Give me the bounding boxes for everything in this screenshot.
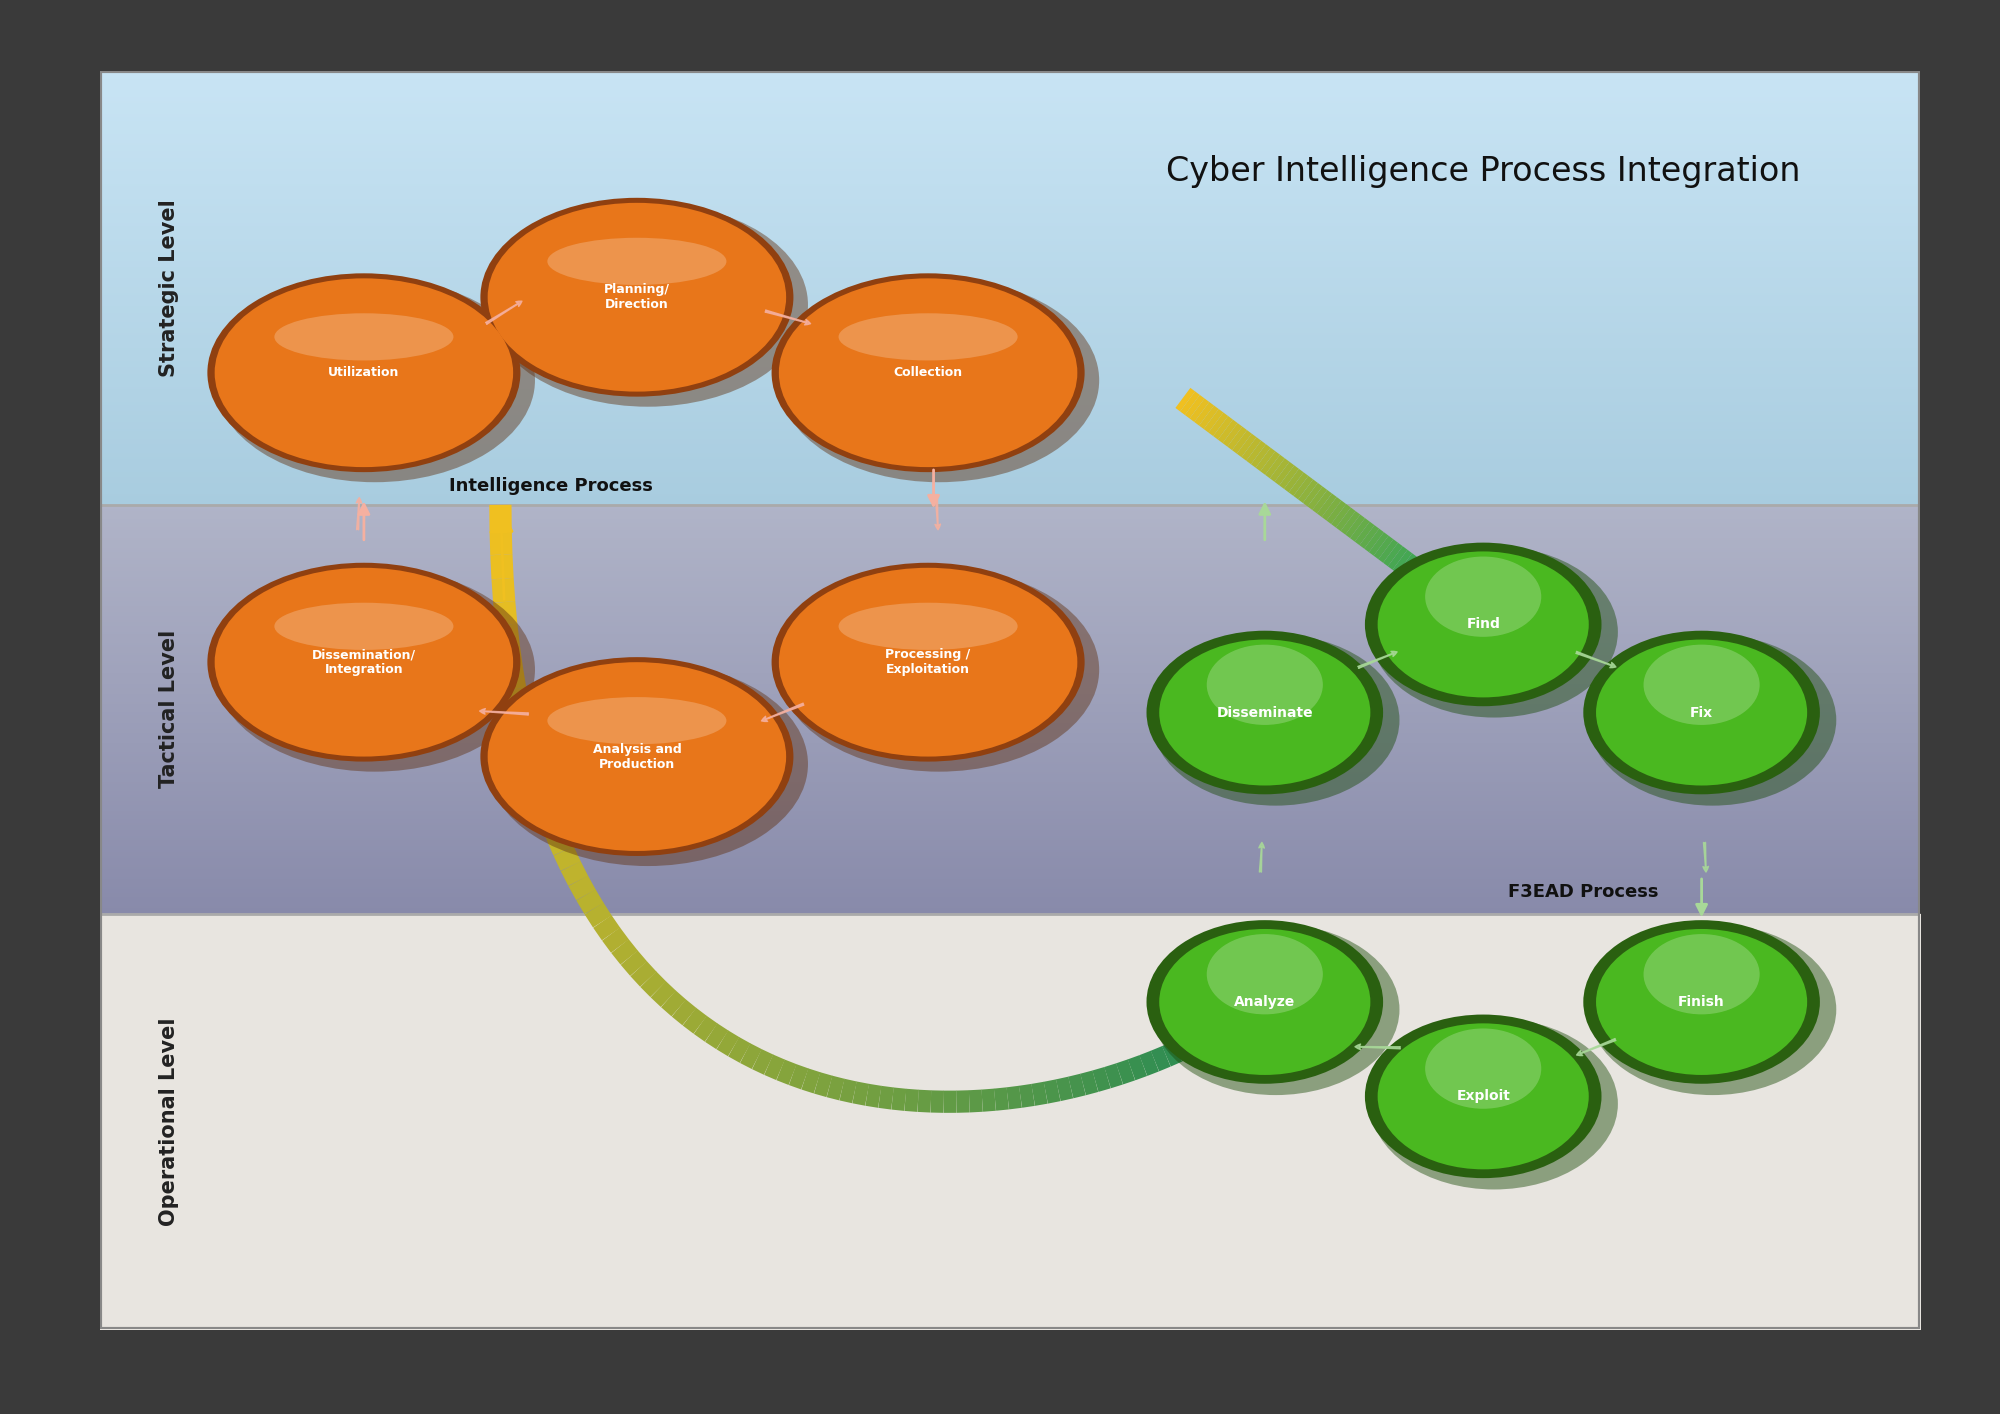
Ellipse shape xyxy=(480,658,794,855)
Circle shape xyxy=(1206,935,1322,1014)
Ellipse shape xyxy=(778,568,1078,756)
Circle shape xyxy=(1160,929,1370,1075)
Text: Exploit: Exploit xyxy=(1456,1089,1510,1103)
Circle shape xyxy=(1370,1018,1618,1189)
Circle shape xyxy=(1584,921,1820,1083)
Circle shape xyxy=(1378,551,1588,697)
Text: Utilization: Utilization xyxy=(328,366,400,379)
Ellipse shape xyxy=(838,602,1018,650)
Ellipse shape xyxy=(772,563,1084,762)
Ellipse shape xyxy=(488,202,808,407)
Circle shape xyxy=(1146,921,1384,1083)
Ellipse shape xyxy=(274,602,454,650)
Circle shape xyxy=(1364,543,1602,706)
Circle shape xyxy=(1160,639,1370,786)
Text: Dissemination/
Integration: Dissemination/ Integration xyxy=(312,648,416,676)
Ellipse shape xyxy=(214,279,534,482)
Text: Strategic Level: Strategic Level xyxy=(160,199,180,376)
Ellipse shape xyxy=(838,314,1018,361)
Text: F3EAD Process: F3EAD Process xyxy=(1508,884,1658,901)
Ellipse shape xyxy=(208,273,520,472)
Ellipse shape xyxy=(488,662,786,851)
Circle shape xyxy=(1426,1028,1542,1109)
Text: Processing /
Exploitation: Processing / Exploitation xyxy=(886,648,970,676)
Text: Fix: Fix xyxy=(1690,706,1714,720)
Circle shape xyxy=(1378,1024,1588,1169)
Ellipse shape xyxy=(778,279,1100,482)
Ellipse shape xyxy=(772,273,1084,472)
Ellipse shape xyxy=(778,279,1078,467)
Circle shape xyxy=(1206,645,1322,725)
Circle shape xyxy=(1364,1015,1602,1178)
Text: Cyber Intelligence Process Integration: Cyber Intelligence Process Integration xyxy=(1166,156,1800,188)
Circle shape xyxy=(1370,546,1618,717)
Text: Tactical Level: Tactical Level xyxy=(160,631,180,789)
Circle shape xyxy=(1644,645,1760,725)
Circle shape xyxy=(1644,935,1760,1014)
Text: Analyze: Analyze xyxy=(1234,995,1296,1010)
Text: Analysis and
Production: Analysis and Production xyxy=(592,742,682,771)
Circle shape xyxy=(1588,923,1836,1094)
Circle shape xyxy=(1596,929,1808,1075)
Ellipse shape xyxy=(778,568,1100,772)
Text: Find: Find xyxy=(1466,618,1500,632)
Text: Planning/
Direction: Planning/ Direction xyxy=(604,283,670,311)
Text: Intelligence Process: Intelligence Process xyxy=(450,477,654,495)
Circle shape xyxy=(1588,635,1836,806)
Ellipse shape xyxy=(214,568,514,756)
Ellipse shape xyxy=(214,568,534,772)
Ellipse shape xyxy=(548,238,726,286)
Ellipse shape xyxy=(488,662,808,865)
Ellipse shape xyxy=(214,279,514,467)
Ellipse shape xyxy=(548,697,726,744)
Circle shape xyxy=(1596,639,1808,786)
Text: Finish: Finish xyxy=(1678,995,1724,1010)
Text: Collection: Collection xyxy=(894,366,962,379)
Ellipse shape xyxy=(480,198,794,397)
Circle shape xyxy=(1146,631,1384,795)
Ellipse shape xyxy=(488,202,786,392)
Circle shape xyxy=(1584,631,1820,795)
Text: Disseminate: Disseminate xyxy=(1216,706,1314,720)
Ellipse shape xyxy=(208,563,520,762)
Circle shape xyxy=(1426,557,1542,636)
Text: Operational Level: Operational Level xyxy=(160,1017,180,1226)
Circle shape xyxy=(1152,923,1400,1094)
Circle shape xyxy=(1152,635,1400,806)
Ellipse shape xyxy=(274,314,454,361)
